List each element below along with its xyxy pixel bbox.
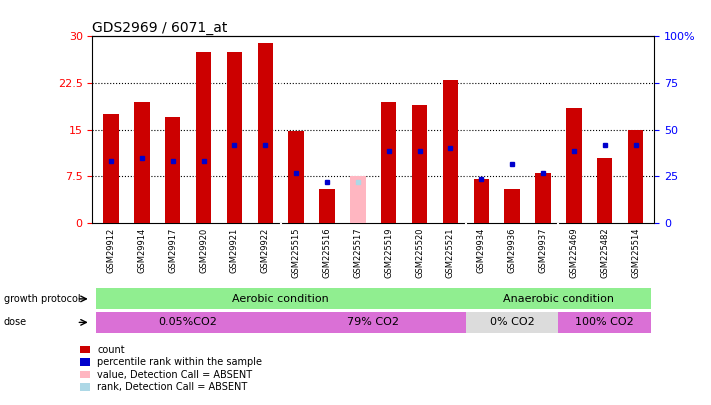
Bar (597, 158, 612, 223)
Bar (95, 312, 281, 333)
Text: GSM29937: GSM29937 (538, 228, 547, 273)
Bar (412, 105, 427, 223)
Text: Anaerobic condition: Anaerobic condition (503, 294, 614, 304)
Text: GSM225517: GSM225517 (353, 228, 363, 278)
Text: GSM29921: GSM29921 (230, 228, 239, 273)
Text: GSM29920: GSM29920 (199, 228, 208, 273)
Text: GDS2969 / 6071_at: GDS2969 / 6071_at (92, 21, 228, 35)
Text: GSM225516: GSM225516 (323, 228, 331, 278)
Bar (319, 189, 335, 223)
Text: GSM225515: GSM225515 (292, 228, 301, 278)
Bar (466, 288, 651, 309)
Bar (381, 102, 397, 223)
Text: GSM29936: GSM29936 (508, 228, 517, 273)
Bar (535, 173, 551, 223)
Text: dose: dose (4, 318, 27, 327)
Bar (103, 114, 119, 223)
Bar (443, 80, 458, 223)
Bar (566, 108, 582, 223)
Bar (165, 117, 181, 223)
Bar (350, 176, 365, 223)
Text: GSM29912: GSM29912 (107, 228, 115, 273)
Bar (350, 176, 365, 223)
Text: 0% CO2: 0% CO2 (490, 318, 535, 327)
Text: GSM225514: GSM225514 (631, 228, 640, 278)
Bar (466, 312, 558, 333)
Bar (257, 43, 273, 223)
Bar (95, 288, 466, 309)
Bar (227, 52, 242, 223)
Bar (281, 312, 466, 333)
Text: GSM225520: GSM225520 (415, 228, 424, 278)
Text: Aerobic condition: Aerobic condition (232, 294, 329, 304)
Bar (504, 189, 520, 223)
Text: growth protocol: growth protocol (4, 294, 80, 304)
Bar (196, 52, 211, 223)
Text: GSM29922: GSM29922 (261, 228, 269, 273)
Bar (134, 102, 149, 223)
Text: 0.05%CO2: 0.05%CO2 (159, 318, 218, 327)
Text: 79% CO2: 79% CO2 (347, 318, 400, 327)
Text: GSM225519: GSM225519 (384, 228, 393, 278)
Text: GSM29914: GSM29914 (137, 228, 146, 273)
Text: GSM29917: GSM29917 (169, 228, 177, 273)
Text: GSM29934: GSM29934 (477, 228, 486, 273)
Text: GSM225482: GSM225482 (600, 228, 609, 278)
Bar (558, 312, 651, 333)
Bar (289, 131, 304, 223)
Text: GSM225521: GSM225521 (446, 228, 455, 278)
Text: GSM225469: GSM225469 (570, 228, 578, 278)
Bar (628, 130, 643, 223)
Legend: count, percentile rank within the sample, value, Detection Call = ABSENT, rank, : count, percentile rank within the sample… (76, 341, 266, 396)
Bar (474, 179, 489, 223)
Text: 100% CO2: 100% CO2 (575, 318, 634, 327)
